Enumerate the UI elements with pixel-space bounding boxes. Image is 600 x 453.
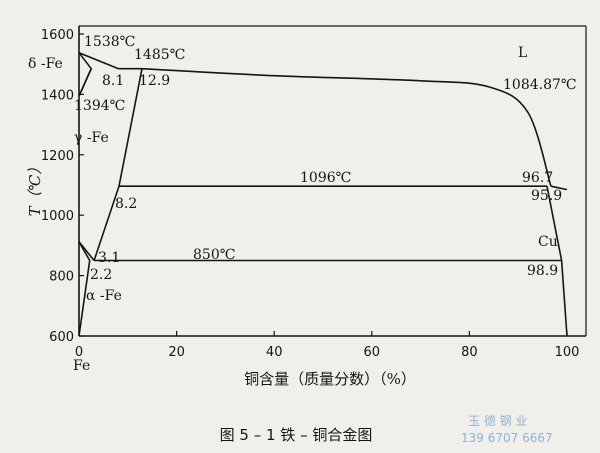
label-1394: 1394℃ <box>74 98 125 114</box>
label-12-9: 12.9 <box>139 73 170 89</box>
x-tick-label: 20 <box>168 345 185 360</box>
phase-line-liquidus-cu <box>550 185 568 191</box>
x-tick-label: 0 <box>75 345 83 360</box>
region-alpha-fe: α -Fe <box>86 288 122 304</box>
y-tick-label: 1000 <box>41 209 74 224</box>
x-tick-label: 80 <box>461 345 478 360</box>
label-8-1: 8.1 <box>102 73 124 89</box>
x-axis-label: 铜含量（质量分数）（%） <box>244 370 416 388</box>
phase-line-liquidus-fe <box>78 51 119 70</box>
y-axis-label: T（℃） <box>26 160 44 217</box>
left-end-label-fe: Fe <box>73 358 90 374</box>
label-1096: 1096℃ <box>300 170 351 186</box>
label-2-2: 2.2 <box>90 267 112 283</box>
figure-caption: 图 5 – 1 铁 – 铜合金图 <box>220 426 373 444</box>
label-1485: 1485℃ <box>134 47 185 63</box>
label-98-9: 98.9 <box>527 263 558 279</box>
y-tick-label: 1200 <box>41 149 74 164</box>
phase-boundaries <box>78 51 568 337</box>
region-gamma-fe: γ -Fe <box>74 130 109 146</box>
y-tick-label: 800 <box>49 270 74 285</box>
y-tick-label: 1600 <box>41 28 74 43</box>
axis-ticks: 0 20 40 60 80 100 600 800 1000 1200 1400 1600 <box>41 28 580 360</box>
watermark-company: 玉 德 钢 业 <box>468 413 527 428</box>
x-tick-label: 100 <box>555 345 580 360</box>
y-tick-label: 600 <box>49 330 74 345</box>
watermark-phone: 139 6707 6667 <box>461 431 553 445</box>
region-delta-fe: δ -Fe <box>28 56 63 72</box>
y-tick-label: 1400 <box>41 88 74 103</box>
phase-line-liquidus-main <box>141 67 552 187</box>
label-95-9: 95.9 <box>531 188 562 204</box>
phase-line-gamma-left <box>78 68 92 97</box>
phase-line-gamma-right <box>93 68 143 261</box>
phase-line-alpha-solvus <box>78 241 91 337</box>
label-96-7: 96.7 <box>522 170 553 186</box>
label-1084-87: 1084.87℃ <box>503 77 577 93</box>
x-tick-label: 40 <box>266 345 283 360</box>
label-3-1: 3.1 <box>98 250 120 266</box>
label-850: 850℃ <box>193 247 235 263</box>
label-8-2: 8.2 <box>115 196 137 212</box>
region-liquid: L <box>518 45 527 61</box>
x-tick-label: 60 <box>364 345 381 360</box>
label-1538: 1538℃ <box>84 34 135 50</box>
right-end-label-cu: Cu <box>538 234 558 250</box>
